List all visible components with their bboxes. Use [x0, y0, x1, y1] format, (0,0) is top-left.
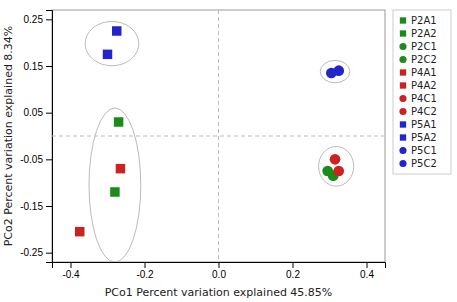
tick-label: 0.05	[24, 107, 44, 118]
tick-mark	[367, 262, 368, 268]
legend-label: P5C1	[411, 145, 437, 156]
tick: -0.05	[20, 154, 52, 165]
tick-label: -0.05	[20, 154, 43, 165]
legend-entry: P4A1	[400, 67, 437, 78]
axis-line	[46, 11, 53, 263]
legend-label: P4C2	[411, 106, 437, 117]
legend-label: P4A2	[411, 80, 437, 91]
x-axis: -0.4 -0.2 0.0 0.2 0.4	[53, 262, 386, 280]
legend-entry: P4A2	[400, 80, 437, 91]
tick: -0.15	[20, 201, 52, 212]
tick-mark	[293, 262, 294, 268]
legend-label: P2C2	[411, 54, 437, 65]
legend-entry: P4C2	[399, 106, 436, 117]
tick-mark	[145, 262, 146, 268]
tick: 0.2	[286, 262, 300, 280]
tick: -0.4	[62, 262, 80, 280]
legend-entry: P5C1	[399, 145, 436, 156]
legend: P2A1 P2A2 P2C1 P2C2 P4A1 P4A2 P4C1 P4C2 P5A1 P5A2…	[393, 10, 451, 174]
tick: -0.2	[136, 262, 154, 280]
plot: -0.4 -0.2 0.0 0.2 0.4 -0.25 -0.15 -0.05 0.05 0.15…	[20, 10, 385, 280]
tick-mark	[71, 262, 72, 268]
plot-frame	[52, 10, 385, 262]
tick: 0.4	[360, 262, 374, 280]
tick-label: -0.25	[20, 247, 43, 258]
legend-symbol	[399, 43, 406, 50]
tick: 0.15	[24, 61, 52, 72]
legend-symbol	[400, 82, 406, 88]
point	[333, 65, 344, 76]
ellipse	[85, 21, 139, 65]
legend-label: P2A1	[411, 15, 437, 26]
legend-symbol	[399, 95, 406, 102]
legend-symbol	[400, 121, 406, 127]
point	[103, 50, 112, 59]
tick-label: 0.4	[360, 269, 374, 280]
tick-label: -0.15	[20, 201, 43, 212]
tick-mark	[46, 206, 52, 207]
ellipse	[89, 108, 141, 262]
axis-line	[53, 263, 386, 269]
point	[330, 154, 341, 165]
legend-symbol	[400, 134, 406, 140]
legend-symbol	[399, 147, 406, 154]
point	[114, 117, 123, 126]
point	[110, 187, 119, 196]
legend-label: P5A1	[411, 119, 437, 130]
legend-label: P4A1	[411, 67, 437, 78]
tick-label: 0.25	[24, 14, 44, 25]
tick-label: 0.0	[212, 269, 226, 280]
legend-label: P4C1	[411, 93, 437, 104]
legend-label: P2A2	[411, 28, 437, 39]
legend-entry: P5A1	[400, 119, 437, 130]
ellipse	[320, 60, 350, 82]
tick: 0.05	[24, 107, 52, 118]
point	[116, 164, 125, 173]
tick-label: -0.4	[62, 269, 80, 280]
point	[333, 166, 344, 177]
zero-line	[218, 10, 219, 262]
y-axis-title: PCo2 Percent variation explained 8.34%	[2, 26, 15, 247]
legend-symbol	[400, 17, 406, 23]
legend-symbol	[399, 56, 406, 63]
legend-label: P5A2	[411, 132, 437, 143]
legend-entry: P2C1	[399, 41, 436, 52]
tick: 0.0	[212, 262, 226, 280]
legend-entry: P5C2	[399, 158, 436, 169]
chart: -0.4 -0.2 0.0 0.2 0.4 -0.25 -0.15 -0.05 0.05 0.15…	[0, 0, 457, 302]
marks	[52, 10, 385, 262]
legend-frame	[393, 10, 451, 174]
legend-entry: P2A1	[400, 15, 437, 26]
legend-entry: P4C1	[399, 93, 436, 104]
legend-label: P2C1	[411, 41, 437, 52]
tick-label: -0.2	[136, 269, 154, 280]
tick: 0.25	[24, 14, 52, 25]
legend-symbol	[399, 108, 406, 115]
x-axis-title: PCo1 Percent variation explained 45.85%	[105, 286, 333, 299]
legend-symbol	[399, 160, 406, 167]
legend-label: P5C2	[411, 158, 437, 169]
legend-entry: P2C2	[399, 54, 436, 65]
y-axis: -0.25 -0.15 -0.05 0.05 0.15 0.25	[20, 11, 52, 263]
tick-label: 0.15	[24, 61, 44, 72]
tick-mark	[46, 66, 52, 67]
tick-mark	[46, 159, 52, 160]
tick: -0.25	[20, 247, 52, 258]
point	[112, 26, 121, 35]
legend-symbol	[400, 30, 406, 36]
legend-entry: P2A2	[400, 28, 437, 39]
legend-symbol	[400, 69, 406, 75]
ellipse	[319, 147, 354, 187]
tick-mark	[219, 262, 220, 268]
tick-mark	[46, 113, 52, 114]
legend-entry: P5A2	[400, 132, 437, 143]
tick-label: 0.2	[286, 269, 300, 280]
tick-mark	[46, 19, 52, 20]
point	[75, 227, 84, 236]
tick-mark	[46, 253, 52, 254]
